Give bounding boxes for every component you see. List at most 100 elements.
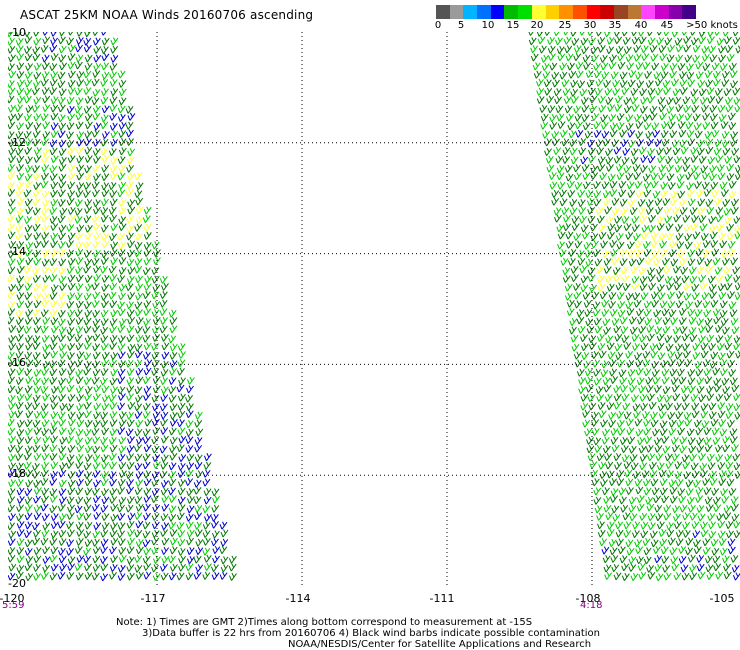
wind-barb (668, 309, 677, 318)
wind-barb (8, 231, 16, 240)
wind-barb (109, 103, 118, 112)
wind-barb (708, 402, 717, 411)
wind-barb (101, 240, 110, 249)
wind-barb (580, 224, 589, 233)
wind-barb (665, 402, 673, 411)
wind-barb (109, 334, 118, 343)
wind-barb (649, 530, 658, 539)
wind-barb (628, 445, 637, 454)
wind-barb (151, 470, 160, 479)
wind-barb (646, 333, 655, 342)
wind-barb (583, 299, 592, 308)
wind-barb (592, 359, 601, 368)
wind-barb (682, 461, 691, 470)
wind-barb (160, 376, 169, 385)
wind-barb (125, 121, 134, 130)
wind-barb (564, 105, 573, 114)
wind-barb (692, 44, 701, 53)
wind-barb (619, 248, 628, 257)
wind-barb (691, 283, 700, 292)
wind-barb (728, 190, 737, 199)
wind-barb (658, 172, 667, 181)
wind-barb (602, 249, 611, 258)
wind-barb (648, 401, 657, 410)
wind-barb (642, 537, 651, 546)
wind-barb (168, 572, 177, 581)
wind-barb (633, 44, 642, 53)
note-line-3: NOAA/NESDIS/Center for Satellite Applica… (288, 639, 592, 650)
wind-barb (84, 54, 93, 63)
wind-barb (722, 32, 729, 37)
wind-barb (627, 189, 636, 198)
wind-barb (647, 87, 656, 96)
wind-barb (84, 419, 93, 428)
wind-barb (160, 386, 169, 395)
wind-barb (596, 512, 605, 521)
wind-barb (691, 402, 700, 411)
wind-barb (704, 555, 713, 564)
wind-barb (74, 61, 83, 70)
wind-barb (108, 181, 117, 190)
wind-barb (110, 521, 119, 530)
wind-barb (50, 37, 59, 46)
wind-barb (101, 461, 110, 470)
wind-barb (152, 256, 161, 265)
wind-barb (8, 214, 16, 223)
wind-barb (675, 343, 683, 352)
wind-barb (607, 173, 616, 182)
wind-barb (667, 350, 676, 359)
wind-barb (16, 325, 25, 334)
wind-barb (687, 79, 696, 88)
wind-barb (642, 410, 650, 419)
wind-barb (32, 470, 40, 479)
wind-barb (92, 105, 101, 114)
wind-barb (620, 504, 629, 513)
wind-barb (41, 258, 50, 267)
wind-barb (673, 275, 682, 284)
wind-barb (15, 453, 24, 462)
wind-barb (686, 189, 695, 198)
wind-barb (651, 180, 659, 189)
wind-barb (689, 512, 698, 521)
map-title: ASCAT 25KM NOAA Winds 20160706 ascending (20, 8, 314, 22)
wind-barb (619, 316, 628, 325)
wind-barb (565, 231, 574, 240)
time-right: 4:18 (580, 600, 603, 611)
wind-barb (168, 487, 176, 496)
wind-barb (186, 488, 195, 497)
wind-barb (698, 335, 706, 344)
wind-barb (577, 80, 586, 89)
wind-barb (659, 300, 668, 309)
wind-barb (698, 36, 707, 45)
wind-barb (219, 571, 228, 580)
wind-barb (16, 181, 25, 190)
wind-barb (697, 79, 706, 88)
wind-barb (671, 139, 680, 148)
wind-barb (643, 547, 652, 556)
wind-barb (101, 394, 110, 403)
wind-barb (590, 171, 599, 180)
wind-barb (100, 342, 109, 351)
wind-barb (663, 572, 672, 581)
wind-barb (696, 266, 705, 275)
wind-barb (83, 504, 92, 513)
wind-barb (670, 556, 679, 565)
wind-barb (705, 265, 714, 274)
wind-barb (25, 62, 34, 71)
wind-barb (683, 224, 692, 233)
wind-barb (42, 36, 51, 45)
wind-barb (693, 539, 701, 548)
wind-barb (591, 411, 599, 420)
wind-barb (597, 95, 606, 104)
wind-barb (618, 180, 627, 189)
wind-barb (41, 461, 50, 470)
wind-barb (635, 71, 644, 80)
wind-barb (203, 496, 212, 505)
wind-barb (669, 495, 678, 504)
wind-barb (40, 469, 49, 478)
wind-barb (8, 418, 15, 427)
wind-barb (91, 572, 100, 581)
wind-barb (681, 402, 690, 411)
wind-barb (701, 104, 709, 113)
wind-barb (692, 54, 701, 63)
